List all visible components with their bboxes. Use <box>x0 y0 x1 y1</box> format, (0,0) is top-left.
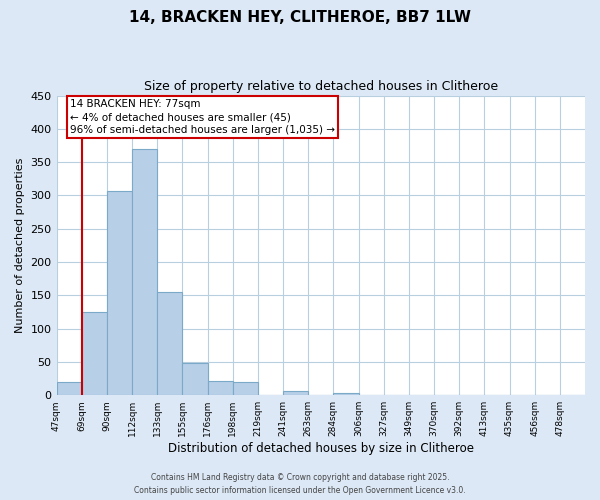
Bar <box>233 382 258 395</box>
X-axis label: Distribution of detached houses by size in Clitheroe: Distribution of detached houses by size … <box>168 442 474 455</box>
Bar <box>132 149 157 395</box>
Bar <box>107 191 132 395</box>
Text: 14 BRACKEN HEY: 77sqm
← 4% of detached houses are smaller (45)
96% of semi-detac: 14 BRACKEN HEY: 77sqm ← 4% of detached h… <box>70 99 335 136</box>
Bar <box>157 292 182 395</box>
Title: Size of property relative to detached houses in Clitheroe: Size of property relative to detached ho… <box>144 80 498 93</box>
Bar <box>182 363 208 395</box>
Text: Contains HM Land Registry data © Crown copyright and database right 2025.
Contai: Contains HM Land Registry data © Crown c… <box>134 474 466 495</box>
Bar <box>82 312 107 395</box>
Y-axis label: Number of detached properties: Number of detached properties <box>15 158 25 333</box>
Bar <box>56 382 82 395</box>
Text: 14, BRACKEN HEY, CLITHEROE, BB7 1LW: 14, BRACKEN HEY, CLITHEROE, BB7 1LW <box>129 10 471 25</box>
Bar <box>208 380 233 395</box>
Bar <box>334 393 359 395</box>
Bar <box>283 391 308 395</box>
